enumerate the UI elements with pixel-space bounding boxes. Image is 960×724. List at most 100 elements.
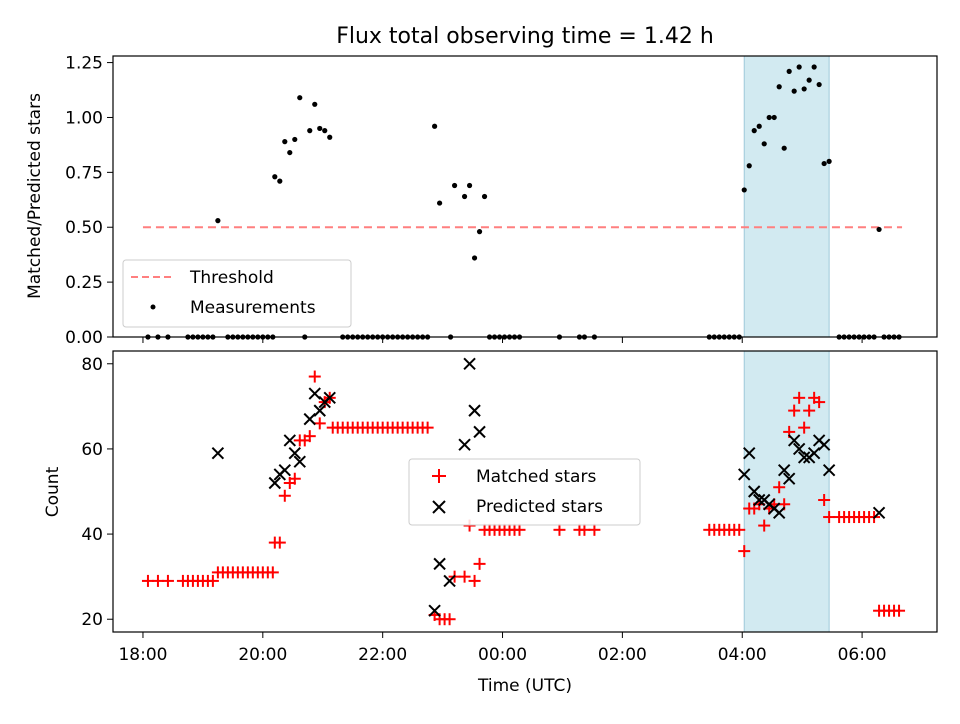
measurement-point [876,226,882,233]
top-legend-box [122,259,352,328]
predicted-star-point [278,464,291,477]
measurement-point [761,141,767,147]
measurement-point [297,95,303,101]
bottom-legend: Matched stars Predicted stars [408,458,641,526]
predicted-star-point [211,446,225,460]
measurement-point [746,163,752,169]
measurement-point [826,158,832,164]
measurement-point [766,114,772,121]
measurement-point [796,64,802,70]
predicted-star-point [293,455,306,468]
predicted-star-point [308,387,321,400]
predicted-star-point [268,476,282,490]
matched-star-point [308,370,321,383]
measurement-point [751,128,757,134]
predicted-star-point [313,404,326,417]
measurement-point [821,160,827,167]
matched-star-point [813,396,826,409]
bottom-y-tick-label: 80 [81,355,103,375]
matched-star-point [303,430,316,443]
measurement-point [791,88,797,94]
x-tick-label: 02:00 [598,645,647,665]
measurement-point [307,128,313,134]
matched-star-point [273,536,286,549]
matched-star-point [278,489,291,502]
measurement-point [741,187,747,193]
bottom-highlight-span [743,350,830,633]
measurement-point [292,136,298,143]
predicted-star-point [473,425,486,439]
measurement-point [476,229,483,235]
predicted-star-point [797,451,811,464]
measurement-point [771,114,777,121]
bottom-y-tick-label: 40 [81,525,103,545]
chart-title: Flux total observing time = 1.42 h [336,24,714,49]
matched-star-point [773,481,786,494]
measurement-point [786,68,792,74]
predicted-star-point [433,557,446,571]
measurement-point [437,200,443,206]
predicted-star-point [738,468,751,481]
x-axis-label: Time (UTC) [477,676,572,696]
matched-star-point [313,417,326,430]
matched-stars-series [141,370,906,626]
measurement-point [461,193,468,200]
predicted-star-point [872,506,886,519]
measurement-point [282,139,288,145]
top-y-tick-label: 0.50 [65,218,103,238]
measurement-point [272,174,278,180]
predicted-star-point [792,442,806,456]
x-tick-label: 22:00 [358,645,407,665]
predicted-legend-marker [432,500,446,514]
measurement-point [277,178,283,184]
matched-star-point [266,566,279,579]
matched-star-point [443,613,456,626]
measurement-point [816,81,822,88]
predicted-stars-series [211,357,886,617]
measurement-point [776,84,782,90]
predicted-star-point [782,472,796,485]
measurement-point [481,193,488,200]
measurement-point [322,128,328,134]
predicted-star-point [288,446,301,460]
predicted-star-point [443,574,456,588]
threshold-legend-label: Threshold [189,268,274,288]
x-tick-label: 00:00 [478,645,527,665]
measurement-point [432,123,438,129]
predicted-star-point [772,506,786,519]
measurement-point [317,125,323,132]
bottom-plot-frame [112,350,938,633]
predicted-star-point [428,604,441,617]
measurement-point [756,123,762,129]
x-tick-label: 06:00 [838,645,887,665]
top-y-tick-label: 1.25 [65,54,103,74]
top-highlight-span [743,55,830,338]
measurement-point [215,218,221,224]
matched-star-point [738,545,751,558]
top-y-tick-label: 1.00 [65,108,103,128]
predicted-legend-label: Predicted stars [476,497,603,517]
matched-legend-label: Matched stars [476,467,596,487]
measurements-legend-label: Measurements [190,298,316,318]
matched-star-point [818,494,831,507]
top-plot-frame [112,55,938,338]
bottom-y-axis-label: Count [43,466,63,517]
predicted-star-point [743,446,756,460]
predicted-star-point [458,438,471,451]
matched-star-point [733,523,746,536]
measurement-point [327,134,333,140]
predicted-star-point [463,357,476,370]
matched-star-point [513,523,526,536]
bottom-y-tick-label: 60 [81,440,103,460]
top-y-tick-label: 0.25 [65,273,103,293]
matched-star-point [553,523,566,536]
matched-star-point [206,574,219,587]
matched-star-point [161,574,174,587]
bottom-panel: 20 40 60 80 18:00 20:00 22:00 00:00 02:00 04:00 06… [43,350,938,696]
measurement-point [471,255,478,261]
predicted-star-point [323,391,336,405]
matched-star-point [588,523,601,536]
predicted-star-point [748,485,761,498]
matched-star-point [288,472,301,485]
x-tick-label: 04:00 [718,645,767,665]
